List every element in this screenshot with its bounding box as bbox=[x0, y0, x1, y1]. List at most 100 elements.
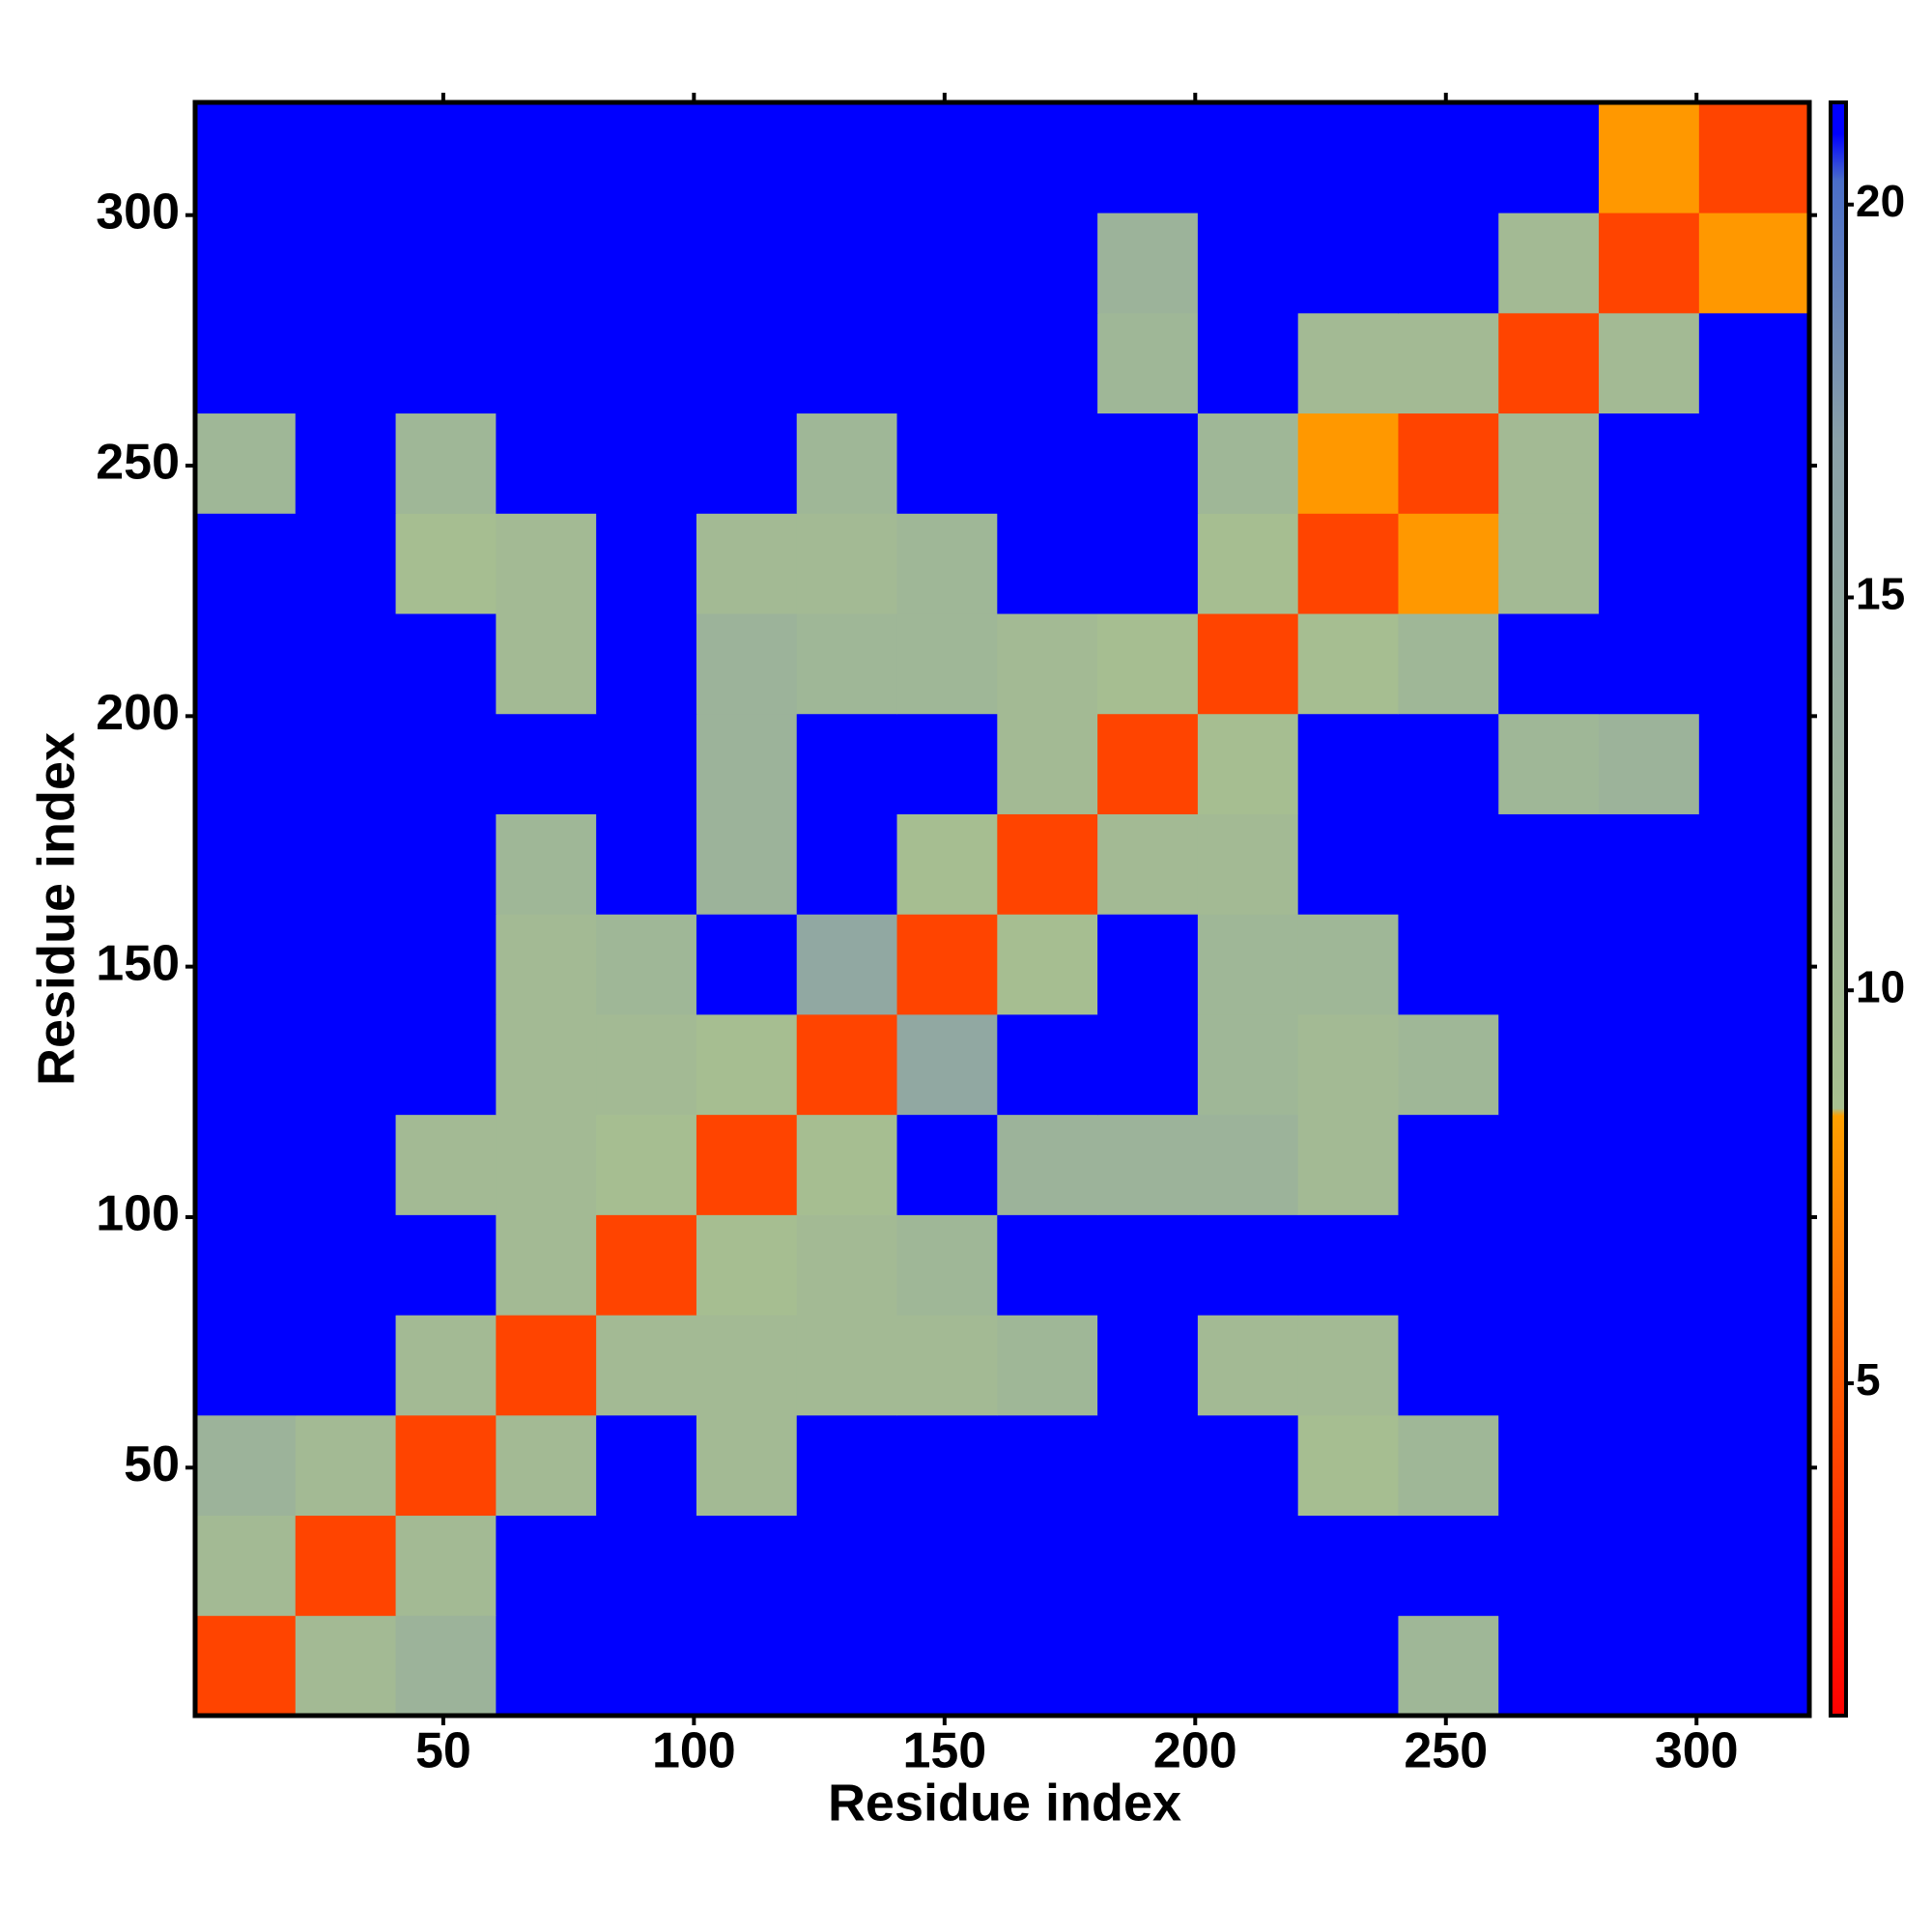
heatmap-cell bbox=[295, 1515, 397, 1616]
heatmap-cell bbox=[796, 1214, 898, 1316]
heatmap-cell bbox=[696, 513, 798, 614]
heatmap-cell bbox=[1498, 914, 1600, 1015]
heatmap-cell bbox=[1698, 213, 1810, 314]
heatmap-cell bbox=[1498, 1114, 1600, 1215]
heatmap-cell bbox=[1498, 102, 1600, 213]
heatmap-cell bbox=[997, 1315, 1098, 1416]
heatmap-cell bbox=[1197, 412, 1299, 514]
heatmap-cell bbox=[696, 1615, 798, 1717]
heatmap-cell bbox=[1398, 1615, 1499, 1717]
heatmap-cell bbox=[1297, 213, 1399, 314]
heatmap-cell bbox=[997, 1615, 1098, 1717]
heatmap-cell bbox=[1297, 914, 1399, 1015]
heatmap-cell bbox=[1097, 813, 1199, 915]
heatmap-cell bbox=[696, 914, 798, 1015]
x-tick-label: 100 bbox=[652, 1723, 736, 1779]
heatmap-cell bbox=[195, 213, 297, 314]
heatmap-cell bbox=[395, 1414, 497, 1517]
heatmap-cell bbox=[1398, 813, 1499, 915]
heatmap-cell bbox=[295, 412, 397, 514]
heatmap-cell bbox=[596, 312, 697, 414]
heatmap-cell bbox=[1097, 513, 1199, 614]
heatmap-cell bbox=[1599, 102, 1700, 213]
heatmap-cell bbox=[696, 813, 798, 915]
heatmap-cell bbox=[696, 1315, 798, 1416]
heatmap-cell bbox=[796, 513, 898, 614]
heatmap-cell bbox=[1097, 914, 1199, 1015]
heatmap-cell bbox=[395, 213, 497, 314]
heatmap-cell bbox=[896, 1214, 998, 1316]
heatmap-cell bbox=[1498, 1414, 1600, 1517]
heatmap-cell bbox=[395, 713, 497, 814]
colorbar-tick-label: 20 bbox=[1856, 176, 1905, 226]
heatmap-cell bbox=[295, 102, 397, 213]
heatmap-cell bbox=[596, 1214, 697, 1316]
plot-frame bbox=[192, 99, 1812, 1719]
heatmap-cell bbox=[1097, 1315, 1199, 1416]
heatmap-cell bbox=[596, 1114, 697, 1215]
heatmap-cell bbox=[496, 102, 597, 213]
heatmap-cell bbox=[1698, 1615, 1810, 1717]
x-tick-label: 300 bbox=[1655, 1723, 1739, 1779]
heatmap-cell bbox=[1197, 1013, 1299, 1116]
heatmap-cell bbox=[1698, 1515, 1810, 1616]
heatmap-cell bbox=[1698, 312, 1810, 414]
heatmap-cell bbox=[1498, 412, 1600, 514]
heatmap-cell bbox=[1197, 1315, 1299, 1416]
heatmap-cell bbox=[295, 914, 397, 1015]
heatmap-cell bbox=[596, 102, 697, 213]
heatmap-cell bbox=[1599, 213, 1700, 314]
colorbar-tick-label: 15 bbox=[1856, 569, 1905, 619]
heatmap-cell bbox=[1197, 1615, 1299, 1717]
heatmap-cell bbox=[295, 1615, 397, 1717]
heatmap-cell bbox=[1197, 513, 1299, 614]
heatmap-cell bbox=[1698, 613, 1810, 715]
heatmap-cell bbox=[997, 613, 1098, 715]
heatmap-cell bbox=[1599, 1114, 1700, 1215]
heatmap-cell bbox=[1197, 914, 1299, 1015]
heatmap-cell bbox=[395, 1013, 497, 1116]
heatmap-cell bbox=[1599, 813, 1700, 915]
heatmap-cell bbox=[295, 813, 397, 915]
y-tick-label: 200 bbox=[96, 685, 180, 741]
heatmap-cell bbox=[195, 102, 297, 213]
heatmap-cell bbox=[1498, 813, 1600, 915]
heatmap-cell bbox=[896, 412, 998, 514]
heatmap-cell bbox=[1599, 412, 1700, 514]
heatmap-cell bbox=[1498, 213, 1600, 314]
heatmap-cell bbox=[997, 412, 1098, 514]
heatmap-cell bbox=[696, 312, 798, 414]
heatmap-cell bbox=[1197, 312, 1299, 414]
heatmap-cell bbox=[1297, 102, 1399, 213]
heatmap-cell bbox=[295, 1214, 397, 1316]
y-tick-label: 250 bbox=[96, 435, 180, 491]
heatmap-cell bbox=[896, 1013, 998, 1116]
heatmap-cell bbox=[596, 513, 697, 614]
heatmap-cell bbox=[1197, 213, 1299, 314]
heatmap-cell bbox=[295, 213, 397, 314]
heatmap-cell bbox=[1197, 1114, 1299, 1215]
heatmap-cell bbox=[1297, 713, 1399, 814]
heatmap-cell bbox=[195, 1414, 297, 1517]
heatmap-cell bbox=[1398, 412, 1499, 514]
heatmap-cell bbox=[1599, 1214, 1700, 1316]
heatmap-cell bbox=[1297, 613, 1399, 715]
heatmap-cell bbox=[997, 102, 1098, 213]
heatmap-cell bbox=[1297, 1315, 1399, 1416]
heatmap-cell bbox=[1297, 1214, 1399, 1316]
heatmap-cell bbox=[1498, 1615, 1600, 1717]
heatmap-cell bbox=[496, 914, 597, 1015]
heatmap-cell bbox=[796, 613, 898, 715]
heatmap-cell bbox=[195, 914, 297, 1015]
heatmap-cell bbox=[195, 312, 297, 414]
heatmap-cell bbox=[696, 613, 798, 715]
heatmap-cell bbox=[896, 1414, 998, 1517]
heatmap-cell bbox=[1097, 1414, 1199, 1517]
heatmap-cell bbox=[997, 1515, 1098, 1616]
heatmap-cell bbox=[1097, 1013, 1199, 1116]
heatmap-cell bbox=[696, 1214, 798, 1316]
heatmap-cell bbox=[596, 412, 697, 514]
heatmap-cell bbox=[1297, 1515, 1399, 1616]
heatmap-cell bbox=[596, 1414, 697, 1517]
